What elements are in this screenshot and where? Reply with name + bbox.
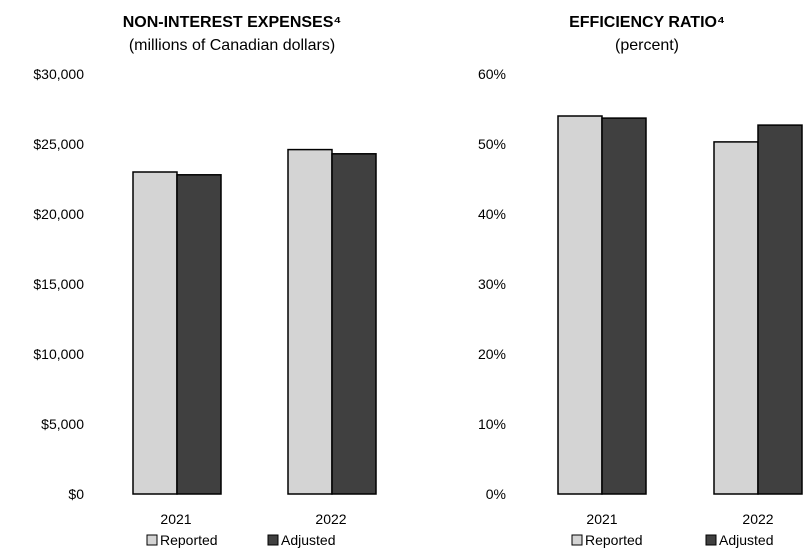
x-category-label: 2021 (160, 511, 191, 527)
chart-1: NON-INTEREST EXPENSES⁴ (millions of Canad… (33, 14, 377, 548)
y-tick-label: 50% (478, 136, 506, 152)
chart-2: EFFICIENCY RATIO⁴ (percent) 0% 10% 20% 30% 40%… (478, 14, 803, 548)
y-tick-label: $0 (68, 486, 84, 502)
y-tick-label: $25,000 (33, 136, 84, 152)
legend-swatch-adjusted (267, 534, 279, 546)
legend-swatch-adjusted (705, 534, 717, 546)
legend-label-adjusted: Adjusted (281, 532, 335, 548)
y-tick-label: $5,000 (41, 416, 84, 432)
y-tick-label: 40% (478, 206, 506, 222)
bar-adjusted-2021 (176, 174, 222, 495)
y-tick-label: $30,000 (33, 66, 84, 82)
x-category-label: 2021 (586, 511, 617, 527)
y-tick-label: 20% (478, 346, 506, 362)
y-tick-label: 60% (478, 66, 506, 82)
bar-adjusted-2022 (757, 124, 803, 495)
chart-subtitle: (percent) (615, 37, 679, 54)
y-tick-label: 10% (478, 416, 506, 432)
chart-title: NON-INTEREST EXPENSES⁴ (123, 14, 342, 31)
legend-label-adjusted: Adjusted (719, 532, 773, 548)
legend-swatch-reported (571, 534, 583, 546)
chart-title: EFFICIENCY RATIO⁴ (569, 14, 725, 31)
chart-subtitle: (millions of Canadian dollars) (129, 37, 335, 54)
bar-adjusted-2021 (601, 117, 647, 495)
y-tick-label: $15,000 (33, 276, 84, 292)
x-category-label: 2022 (742, 511, 773, 527)
legend-label-reported: Reported (585, 532, 643, 548)
legend-label-reported: Reported (160, 532, 218, 548)
bar-reported-2022 (713, 141, 759, 495)
y-tick-label: $20,000 (33, 206, 84, 222)
bar-reported-2021 (132, 171, 178, 495)
y-tick-label: $10,000 (33, 346, 84, 362)
bar-reported-2022 (287, 148, 333, 495)
x-category-label: 2022 (315, 511, 346, 527)
bar-reported-2021 (557, 115, 603, 495)
y-tick-label: 30% (478, 276, 506, 292)
bar-adjusted-2022 (331, 153, 377, 495)
y-tick-label: 0% (486, 486, 506, 502)
legend-swatch-reported (146, 534, 158, 546)
